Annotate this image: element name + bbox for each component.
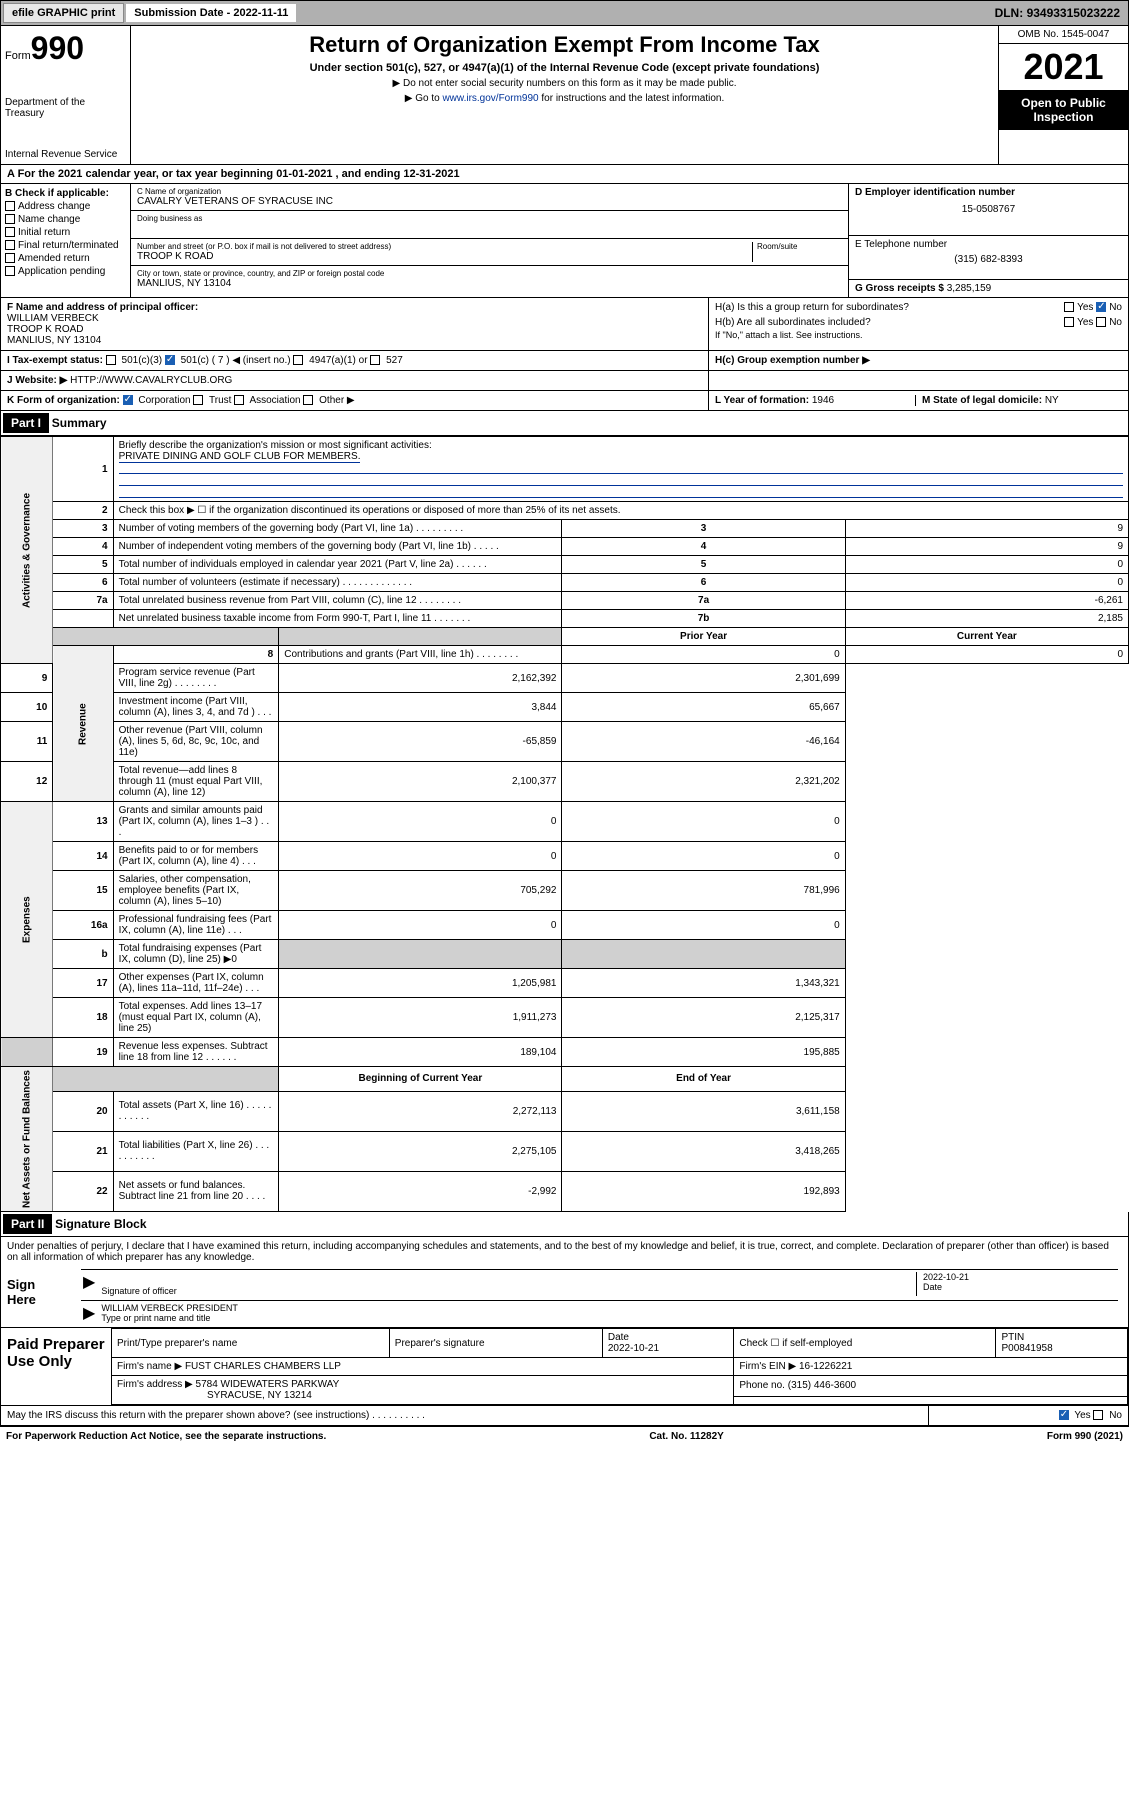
line3: 3Number of voting members of the governi… xyxy=(1,520,1129,538)
irs: Internal Revenue Service xyxy=(5,149,126,160)
form-subtitle: Under section 501(c), 527, or 4947(a)(1)… xyxy=(137,62,992,74)
ha-no-checked xyxy=(1096,302,1106,312)
discuss-yes xyxy=(1059,1410,1069,1420)
dln: DLN: 93493315023222 xyxy=(987,3,1128,23)
row-klm: K Form of organization: Corporation Trus… xyxy=(0,391,1129,411)
gross-receipts: 3,285,159 xyxy=(947,283,992,294)
box-c: C Name of organizationCAVALRY VETERANS O… xyxy=(131,184,848,297)
box-b: B Check if applicable: Address change Na… xyxy=(1,184,131,297)
org-city: MANLIUS, NY 13104 xyxy=(137,278,842,289)
header-left: Form990 Department of the Treasury Inter… xyxy=(1,26,131,164)
firm-name: FUST CHARLES CHAMBERS LLP xyxy=(185,1361,341,1372)
cb-initial-return[interactable]: Initial return xyxy=(5,227,126,238)
preparer-block: Paid Preparer Use Only Print/Type prepar… xyxy=(0,1328,1129,1406)
cb-final-return[interactable]: Final return/terminated xyxy=(5,240,126,251)
header-right: OMB No. 1545-0047 2021 Open to Public In… xyxy=(998,26,1128,164)
efile-button[interactable]: efile GRAPHIC print xyxy=(3,3,124,23)
irs-link[interactable]: www.irs.gov/Form990 xyxy=(442,93,538,104)
side-expenses: Expenses xyxy=(1,802,53,1038)
page-footer: For Paperwork Reduction Act Notice, see … xyxy=(0,1426,1129,1446)
box-deg: D Employer identification number15-05087… xyxy=(848,184,1128,297)
may-discuss: May the IRS discuss this return with the… xyxy=(0,1406,1129,1426)
ein: 15-0508767 xyxy=(855,204,1122,215)
top-toolbar: efile GRAPHIC print Submission Date - 20… xyxy=(0,0,1129,26)
line7a: 7aTotal unrelated business revenue from … xyxy=(1,592,1129,610)
cb-name-change[interactable]: Name change xyxy=(5,214,126,225)
header-title-block: Return of Organization Exempt From Incom… xyxy=(131,26,998,164)
org-street: TROOP K ROAD xyxy=(137,251,752,262)
side-netassets: Net Assets or Fund Balances xyxy=(1,1067,53,1212)
part2-header: Part II Signature Block xyxy=(0,1212,1129,1237)
phone: (315) 682-8393 xyxy=(855,254,1122,265)
line7b: Net unrelated business taxable income fr… xyxy=(1,610,1129,628)
omb-number: OMB No. 1545-0047 xyxy=(999,26,1128,44)
officer-name: WILLIAM VERBECK xyxy=(7,313,99,324)
side-activities: Activities & Governance xyxy=(1,437,53,664)
mission: PRIVATE DINING AND GOLF CLUB FOR MEMBERS… xyxy=(119,451,361,463)
box-h: H(a) Is this a group return for subordin… xyxy=(708,298,1128,350)
line6: 6Total number of volunteers (estimate if… xyxy=(1,574,1129,592)
row-j: J Website: ▶ HTTP://WWW.CAVALRYCLUB.ORG xyxy=(0,371,1129,391)
signature-block: Under penalties of perjury, I declare th… xyxy=(0,1237,1129,1328)
website: HTTP://WWW.CAVALRYCLUB.ORG xyxy=(70,375,232,386)
501c-checked xyxy=(165,355,175,365)
tax-year: 2021 xyxy=(999,44,1128,90)
open-inspection: Open to Public Inspection xyxy=(999,90,1128,130)
summary-table: Activities & Governance 1 Briefly descri… xyxy=(0,436,1129,1212)
submission-date: Submission Date - 2022-11-11 xyxy=(126,4,296,22)
line5: 5Total number of individuals employed in… xyxy=(1,556,1129,574)
form-header: Form990 Department of the Treasury Inter… xyxy=(0,26,1129,165)
part1-header: Part I Summary xyxy=(0,411,1129,436)
row-fh: F Name and address of principal officer:… xyxy=(0,298,1129,351)
row-i: I Tax-exempt status: 501(c)(3) 501(c) ( … xyxy=(0,351,1129,371)
form-title: Return of Organization Exempt From Incom… xyxy=(137,32,992,58)
box-f: F Name and address of principal officer:… xyxy=(1,298,708,350)
entity-block: B Check if applicable: Address change Na… xyxy=(0,184,1129,298)
department: Department of the Treasury xyxy=(5,97,126,119)
corp-checked xyxy=(123,395,133,405)
org-name: CAVALRY VETERANS OF SYRACUSE INC xyxy=(137,196,842,207)
cb-amended[interactable]: Amended return xyxy=(5,253,126,264)
row-a-taxyear: A For the 2021 calendar year, or tax yea… xyxy=(0,165,1129,184)
cb-address-change[interactable]: Address change xyxy=(5,201,126,212)
officer-sig-name: WILLIAM VERBECK PRESIDENT xyxy=(101,1303,1116,1313)
cb-pending[interactable]: Application pending xyxy=(5,266,126,277)
line4: 4Number of independent voting members of… xyxy=(1,538,1129,556)
side-revenue: Revenue xyxy=(53,646,113,802)
